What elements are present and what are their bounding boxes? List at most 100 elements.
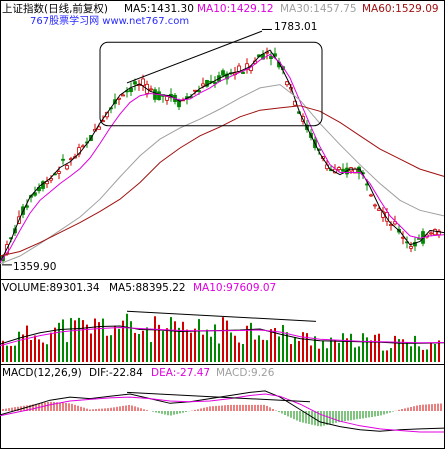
volume-bar [90,333,92,362]
volume-bar [2,340,4,362]
volume-bar [258,335,260,362]
volume-bar [398,339,400,362]
volume-bar [394,335,396,362]
volume-trendline [126,310,317,322]
volume-bar [170,317,172,362]
macd-annotations [126,391,311,403]
volume-bar [298,340,300,362]
volume-bar [18,331,20,362]
price-ma-lines [0,49,445,265]
volume-bar [162,331,164,362]
volume-bar [74,320,76,362]
volume-bar [382,350,384,362]
volume-bar [414,335,416,362]
volume-bar [250,322,252,362]
volume-bar [286,332,288,362]
volume-bar [34,335,36,362]
volume-bar [254,339,256,362]
candle-body [33,192,37,196]
volume-bar [302,332,304,362]
volume-bar [238,342,240,362]
volume-bar [350,333,352,362]
volume-bar [26,325,28,362]
volume-bar [386,350,388,362]
volume-bar [182,321,184,362]
volume-bar [246,325,248,362]
volume-label: VOLUME:89301.34 [2,282,100,294]
price-ma5-label: MA5:1431.30 [124,3,194,15]
volume-ma10-label: MA10:97609.07 [193,282,276,294]
candle-body [129,87,133,93]
volume-bar [342,333,344,362]
volume-bar [178,327,180,362]
volume-bar [334,340,336,362]
volume-bar [190,332,192,362]
macd-dea-label: DEA:-27.47 [151,367,210,379]
volume-annotations [126,310,317,322]
volume-bar [330,337,332,362]
volume-bar [46,344,48,362]
price-ma60-label: MA60:1529.09 [362,3,439,15]
volume-bar [434,344,436,362]
volume-bar [50,332,52,362]
volume-bar [10,345,12,362]
volume-bar [86,324,88,362]
volume-bar [14,345,16,362]
volume-bar [226,320,228,362]
volume-bars [2,313,440,362]
volume-bar [262,339,264,362]
candle-body [193,89,197,92]
volume-bar [150,342,152,362]
macd-lines [0,390,445,433]
volume-bar [270,329,272,362]
volume-bar [426,349,428,362]
candle-body [269,55,273,60]
price-candles [1,47,441,264]
volume-bar [418,346,420,362]
watermark-text: 767股票学习网 www.net767.com [30,14,189,27]
volume-bar [278,336,280,362]
candle-body [149,88,153,91]
volume-bar [282,324,284,362]
candle-body [373,204,377,207]
candle-body [377,208,381,211]
candle-body [237,65,241,73]
volume-bar [322,341,324,362]
price-ma60-line [0,105,445,257]
volume-bar [78,317,80,362]
volume-ma5-label: MA5:88395.22 [109,282,186,294]
volume-ma-lines [0,325,445,347]
volume-bar [58,322,60,362]
volume-bar [38,339,40,362]
volume-bar [54,327,56,362]
volume-bar [366,337,368,362]
volume-bar [294,336,296,362]
candle-body [205,79,209,87]
volume-bar [326,348,328,362]
volume-bar [274,328,276,362]
volume-bar [206,329,208,362]
volume-bar [210,336,212,362]
volume-bar [114,325,116,362]
candle-body [409,246,413,249]
macd-histogram [2,401,442,427]
volume-bar [370,340,372,362]
volume-bar [374,334,376,362]
volume-bar [222,317,224,362]
volume-bar [62,319,64,362]
volume-bar [134,332,136,362]
volume-bar [166,328,168,362]
volume-bar [438,340,440,362]
volume-bar [430,342,432,362]
volume-bar [42,342,44,362]
price-ma10-label: MA10:1429.12 [197,3,274,15]
volume-bar [378,333,380,362]
volume-bar [390,348,392,362]
macd-value-label: MACD:9.26 [216,367,275,379]
price-trendline [126,30,263,84]
candle-body [285,81,289,86]
volume-bar [186,329,188,362]
volume-bar [142,330,144,362]
candle-body [157,91,161,100]
